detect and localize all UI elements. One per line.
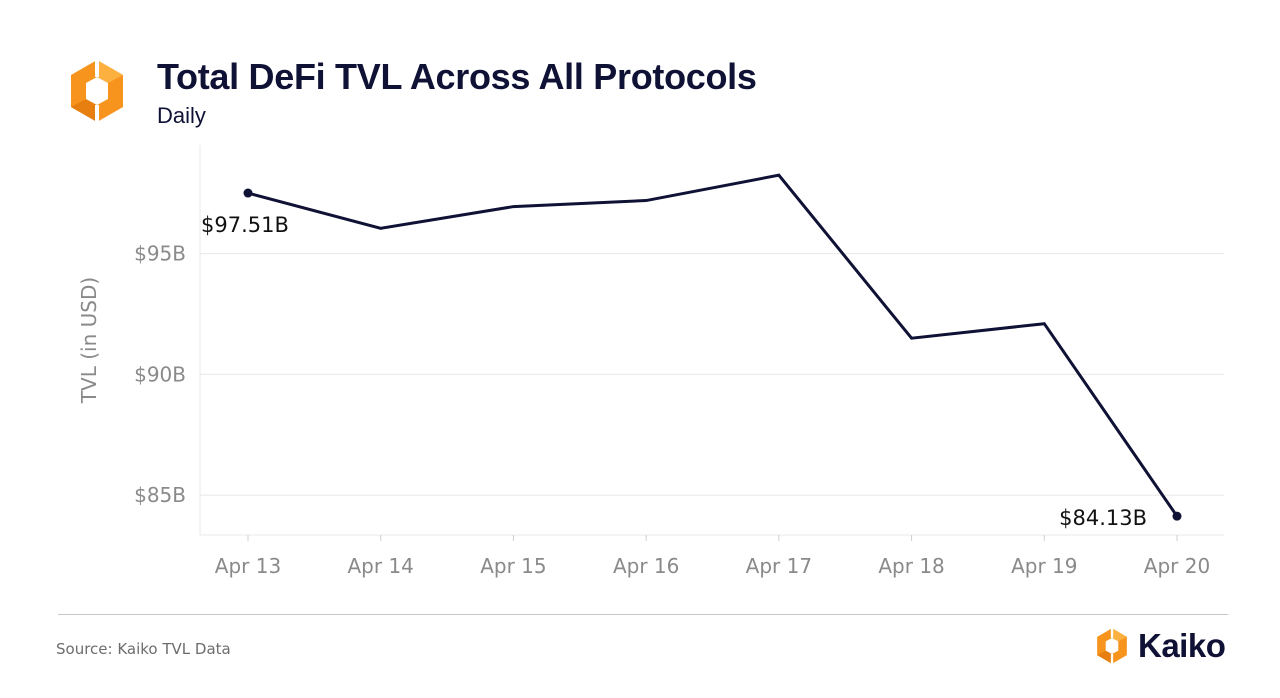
kaiko-brand-icon [1097,628,1127,664]
data-point-marker [243,188,253,198]
y-tick-label: $90B [134,362,186,386]
brand-name: Kaiko [1138,627,1226,664]
x-tick-label: Apr 19 [1011,554,1077,578]
data-label: $84.13B [1059,506,1147,530]
source-note: Source: Kaiko TVL Data [56,640,231,658]
x-tick-label: Apr 16 [613,554,679,578]
y-tick-label: $85B [134,483,186,507]
kaiko-logo-icon [71,60,123,122]
line-chart: $85B $90B $95B Apr 13 Apr 14 Apr 15 Apr 16 Apr … [77,145,1224,578]
kaiko-brand: Kaiko [1092,624,1226,668]
x-tick-label: Apr 14 [348,554,414,578]
y-axis-label: TVL (in USD) [77,277,101,404]
x-tick-label: Apr 20 [1144,554,1210,578]
chart-title: Total DeFi TVL Across All Protocols [157,56,757,97]
y-tick-label: $95B [134,242,186,266]
x-tick-label: Apr 15 [480,554,546,578]
x-tick-label: Apr 13 [215,554,281,578]
chart-subtitle: Daily [157,103,206,128]
footer-divider [58,614,1228,615]
series-line [247,173,1179,518]
data-label: $97.51B [201,213,289,237]
x-tick-label: Apr 17 [746,554,812,578]
x-tick-label: Apr 18 [878,554,944,578]
data-point-marker [1172,511,1182,521]
